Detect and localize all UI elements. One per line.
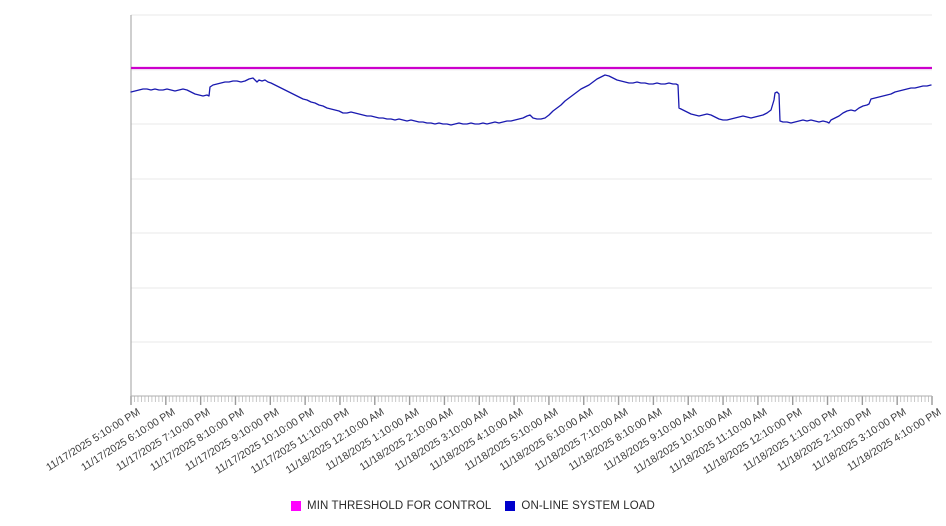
plot-area: [130, 14, 933, 405]
x-axis-ticks: [130, 396, 933, 405]
gridlines: [131, 14, 932, 343]
legend-swatch-blue: [505, 501, 516, 511]
chart-legend: MIN THRESHOLD FOR CONTROL ON-LINE SYSTEM…: [0, 497, 946, 515]
legend-item-system-load[interactable]: ON-LINE SYSTEM LOAD: [505, 500, 655, 512]
x-axis-labels: 11/17/2025 5:10:00 PM 11/17/2025 6:10:00 …: [0, 404, 946, 494]
legend-swatch-magenta: [291, 501, 302, 511]
legend-label-system-load: ON-LINE SYSTEM LOAD: [521, 500, 655, 512]
legend-item-min-threshold[interactable]: MIN THRESHOLD FOR CONTROL: [291, 500, 491, 512]
system-load-line: [130, 74, 932, 126]
legend-label-min-threshold: MIN THRESHOLD FOR CONTROL: [307, 500, 492, 512]
